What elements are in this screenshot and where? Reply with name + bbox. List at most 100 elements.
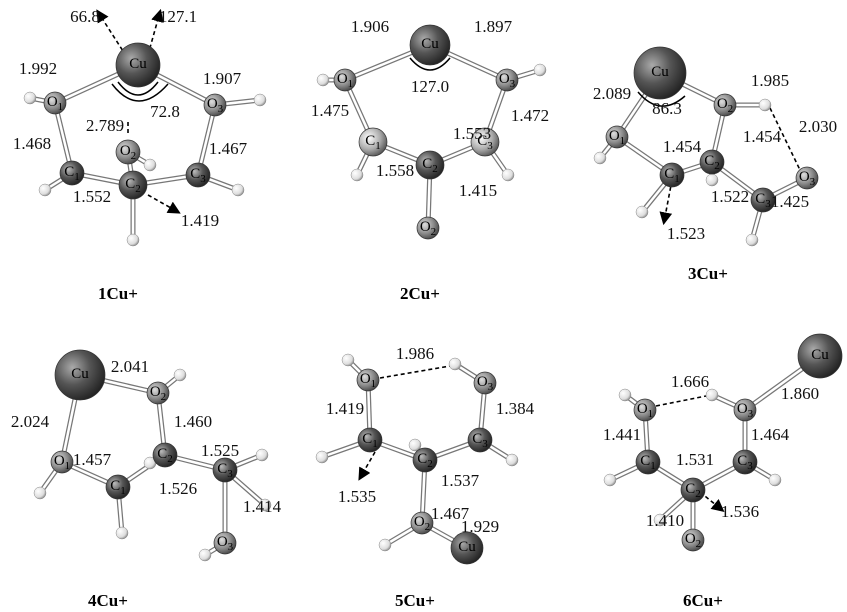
hydrogen-atom — [24, 92, 36, 104]
atom-element: O — [499, 71, 510, 87]
hydrogen-atom — [342, 354, 354, 366]
atom-index: 1 — [375, 140, 381, 152]
atom-element: O — [737, 401, 748, 417]
hydrogen-atom — [534, 64, 546, 76]
atom-element: C — [704, 153, 714, 169]
measure-label: 1.415 — [459, 181, 497, 200]
atom-element: C — [417, 451, 427, 467]
hydrogen-atom — [174, 369, 186, 381]
atom-element: C — [217, 461, 227, 477]
measure-label: 1.522 — [711, 187, 749, 206]
hydrogen-atom — [232, 184, 244, 196]
atom-element: C — [685, 481, 695, 497]
atom-index: 2 — [427, 458, 433, 470]
measure-label: 2.030 — [799, 117, 837, 136]
measure-label: 1.986 — [396, 344, 434, 363]
measure-label: 1.929 — [461, 517, 499, 536]
atom-element: O — [609, 128, 620, 144]
hydrogen-atom — [604, 474, 616, 486]
hydrogen-atom — [759, 99, 771, 111]
atom-index: 2 — [432, 163, 438, 175]
atom-element: O — [799, 169, 810, 185]
atom-label: Cu — [71, 366, 89, 382]
hydrogen-atom — [706, 174, 718, 186]
measure-label: 1.906 — [351, 17, 389, 36]
measure-label: 2.041 — [111, 357, 149, 376]
measure-label: 1.467 — [209, 139, 248, 158]
measure-label: 1.457 — [73, 450, 112, 469]
atom-index: 1 — [120, 485, 126, 497]
atom-index: 3 — [228, 541, 234, 553]
arrow — [148, 195, 178, 212]
measure-label: 1.558 — [376, 161, 414, 180]
atom-index: 1 — [348, 78, 354, 90]
atom-label: Cu — [811, 347, 829, 363]
atom-index: 3 — [218, 103, 224, 115]
measure-label: 1.454 — [743, 127, 782, 146]
atom-index: 1 — [74, 171, 80, 183]
measure-label: 127.1 — [159, 7, 197, 26]
measure-label: 1.897 — [474, 17, 513, 36]
molecule: CuO2O1C1C2C3O31.9852.08986.31.4542.0301.… — [593, 47, 837, 283]
arrow — [360, 452, 375, 478]
atom-label: Cu — [421, 36, 439, 52]
atom-element: O — [120, 143, 131, 159]
atom-index: 1 — [620, 135, 626, 147]
structure-label: 2Cu+ — [400, 284, 440, 303]
hydrogen-atom — [39, 184, 51, 196]
atom-index: 3 — [747, 460, 753, 472]
hydrogen-atom — [594, 152, 606, 164]
measure-label: 1.985 — [751, 71, 789, 90]
measure-label: 1.523 — [667, 224, 705, 243]
atom-element: C — [125, 176, 135, 192]
measure-label: 1.860 — [781, 384, 819, 403]
measure-label: 1.414 — [243, 497, 282, 516]
measure-label: 1.907 — [203, 69, 242, 88]
measure-label: 1.441 — [603, 425, 641, 444]
measure-label: 1.410 — [646, 511, 684, 530]
measure-label: 1.666 — [671, 372, 709, 391]
measure-label: 1.531 — [676, 450, 714, 469]
atom-element: O — [685, 531, 696, 547]
measure-label: 127.0 — [411, 77, 449, 96]
atom-index: 1 — [58, 101, 64, 113]
atom-element: C — [755, 191, 765, 207]
atom-element: C — [64, 164, 74, 180]
hydrogen-atom — [506, 454, 518, 466]
hydrogen-atom — [746, 234, 758, 246]
structure-label: 3Cu+ — [688, 264, 728, 283]
atom-index: 3 — [488, 381, 494, 393]
atom-element: O — [217, 534, 228, 550]
atom-element: C — [362, 431, 372, 447]
atom-element: O — [150, 384, 161, 400]
measure-label: 1.535 — [338, 487, 376, 506]
atom-element: C — [110, 478, 120, 494]
measure-label: 1.552 — [73, 187, 111, 206]
measure-label: 1.384 — [496, 399, 535, 418]
hydrogen-atom — [351, 169, 363, 181]
hydrogen-atom — [34, 487, 46, 499]
measure-label: 1.537 — [441, 471, 480, 490]
structure-label: 5Cu+ — [395, 591, 435, 610]
measure-label: 72.8 — [150, 102, 180, 121]
atom-index: 3 — [748, 408, 754, 420]
hydrogen-atom — [449, 358, 461, 370]
atom-index: 2 — [714, 160, 720, 172]
atom-element: O — [337, 71, 348, 87]
atom-index: 3 — [810, 176, 816, 188]
hydrogen-atom — [316, 451, 328, 463]
hydrogen-atom — [769, 474, 781, 486]
hydrogen-atom — [144, 159, 156, 171]
atom-index: 2 — [431, 226, 437, 238]
atom-label: Cu — [129, 56, 147, 72]
atom-element: C — [737, 453, 747, 469]
atom-element: O — [47, 94, 58, 110]
measure-label: 2.089 — [593, 84, 631, 103]
measure-label: 1.419 — [181, 211, 219, 230]
atom-element: Cu — [458, 539, 476, 555]
atom-label: Cu — [651, 64, 669, 80]
atom-element: Cu — [651, 64, 669, 80]
